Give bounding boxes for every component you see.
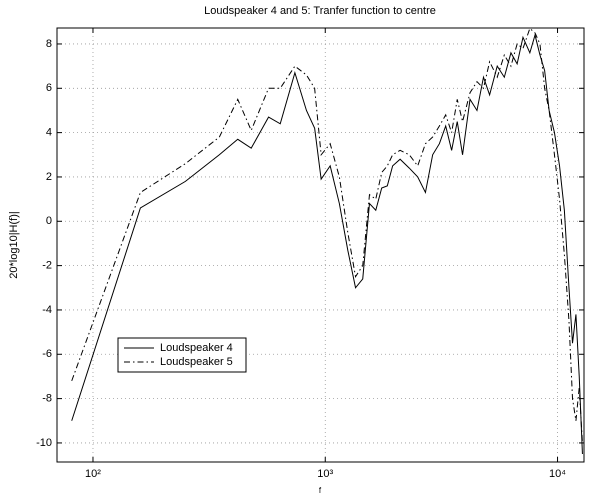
legend-label: Loudspeaker 5 xyxy=(160,356,233,368)
y-tick-label: -6 xyxy=(42,348,52,360)
y-tick-label: 0 xyxy=(46,215,52,227)
x-tick-label: 10³ xyxy=(317,468,333,480)
y-tick-label: 2 xyxy=(46,171,52,183)
plot-frame xyxy=(56,27,585,463)
chart-title: Loudspeaker 4 and 5: Tranfer function to… xyxy=(204,5,436,17)
y-tick-label: -2 xyxy=(42,260,52,272)
y-tick-label: -8 xyxy=(42,393,52,405)
y-tick-label: 8 xyxy=(46,38,52,50)
x-tick-label: 10⁴ xyxy=(549,468,566,480)
x-axis-label: f xyxy=(319,486,322,495)
legend-label: Loudspeaker 4 xyxy=(160,342,233,354)
y-tick-label: 6 xyxy=(46,82,52,94)
legend-box xyxy=(117,337,247,373)
y-tick-label: -10 xyxy=(36,437,52,449)
line-series xyxy=(71,27,583,443)
x-tick-label: 10² xyxy=(85,468,101,480)
y-tick-label: 4 xyxy=(46,127,52,139)
y-tick-label: -4 xyxy=(42,304,52,316)
y-axis-label: 20*log10|H(f)| xyxy=(8,211,20,278)
line-series xyxy=(71,33,583,455)
